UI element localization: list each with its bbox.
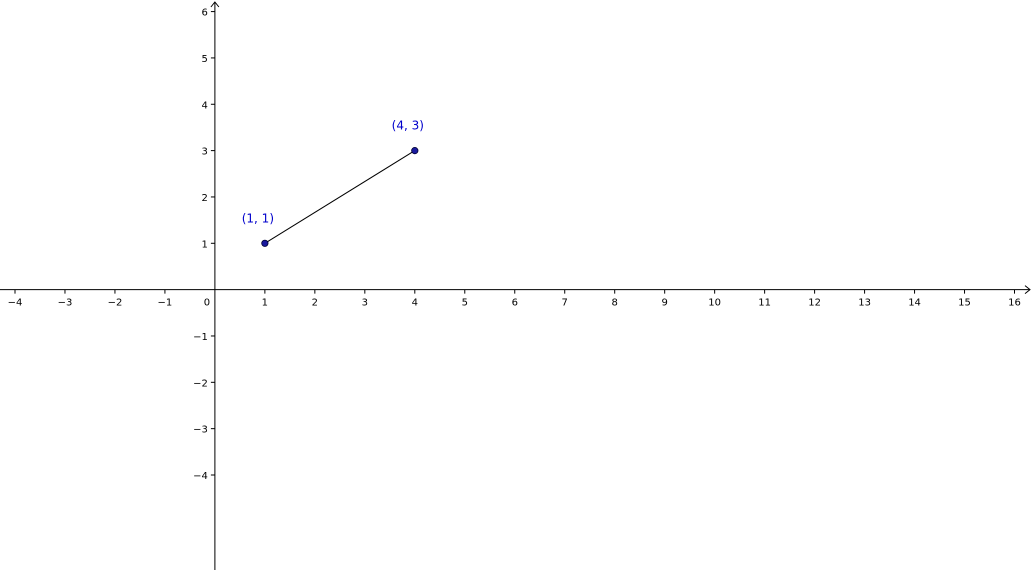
x-tick-label: 3 — [362, 298, 368, 309]
x-tick-label: −1 — [158, 298, 173, 309]
x-tick-label: 2 — [312, 298, 318, 309]
y-tick-label: 1 — [202, 239, 208, 250]
x-tick-label: 16 — [1008, 298, 1021, 309]
x-tick-label: 13 — [858, 298, 871, 309]
x-tick-label: −2 — [108, 298, 123, 309]
y-axis-arrow — [210, 1, 220, 8]
point[interactable] — [411, 147, 419, 155]
y-tick-label: 3 — [202, 147, 208, 158]
point[interactable] — [261, 239, 269, 247]
x-tick-label: 4 — [412, 298, 418, 309]
y-tick-label: 6 — [202, 8, 208, 19]
x-tick-label: 10 — [708, 298, 721, 309]
x-axis-arrow — [1024, 285, 1031, 295]
x-axis-ticks: −4 −3 −2 −1 1 2 3 4 5 6 7 8 9 10 11 12 13 14 15 160 — [8, 289, 1021, 309]
point-label: (1, 1) — [242, 211, 274, 225]
x-tick-label: 14 — [908, 298, 921, 309]
origin-label: 0 — [204, 298, 210, 309]
x-tick-label: 5 — [462, 298, 468, 309]
y-tick-label: 2 — [202, 193, 208, 204]
y-tick-label: 5 — [202, 54, 208, 65]
y-tick-label: −1 — [193, 332, 208, 343]
x-tick-label: 6 — [512, 298, 518, 309]
x-tick-label: −4 — [8, 298, 23, 309]
segments — [264, 150, 416, 244]
segment[interactable] — [264, 150, 416, 244]
x-tick-label: 7 — [562, 298, 568, 309]
y-tick-label: −3 — [193, 425, 208, 436]
y-axis-ticks: −4 −3 −2 −1 1 2 3 4 5 6 — [193, 8, 215, 482]
x-tick-label: 8 — [612, 298, 618, 309]
point-label: (4, 3) — [392, 119, 424, 133]
x-tick-label: 9 — [661, 298, 667, 309]
x-tick-label: 15 — [958, 298, 971, 309]
y-tick-label: −4 — [193, 471, 208, 482]
x-tick-label: 12 — [808, 298, 821, 309]
y-tick-label: 4 — [202, 100, 208, 111]
x-tick-label: 11 — [758, 298, 771, 309]
x-tick-label: 1 — [262, 298, 268, 309]
x-tick-label: −3 — [58, 298, 73, 309]
point-labels: (1, 1) (4, 3) — [242, 119, 424, 226]
points[interactable] — [261, 147, 419, 247]
y-tick-label: −2 — [193, 378, 208, 389]
